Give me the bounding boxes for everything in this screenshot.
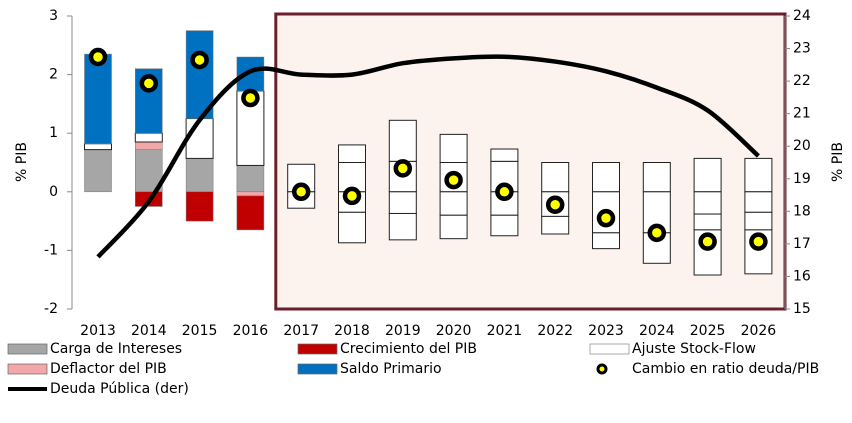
bar-segment [236, 195, 265, 231]
y-tick-label: -2 [44, 301, 58, 317]
bar-segment [236, 165, 265, 193]
y2-tick-label: 22 [793, 73, 811, 89]
y2-tick-label: 23 [793, 41, 811, 57]
x-tick-label: 2022 [537, 323, 573, 339]
ratio-dot [545, 195, 565, 214]
legend-swatch [297, 343, 338, 355]
ratio-dot [190, 50, 209, 70]
legend-label: Carga de Intereses [50, 341, 182, 357]
bar-segment [693, 191, 722, 215]
x-tick-label: 2020 [436, 323, 472, 339]
debt-line [96, 54, 760, 259]
ratio-dot [495, 182, 514, 202]
bar-segment [642, 162, 671, 193]
y2-axis-label: % PIB [830, 142, 846, 182]
y2-tick-label: 16 [793, 268, 811, 284]
legend-swatch [596, 363, 608, 375]
legend-label: Ajuste Stock-Flow [632, 341, 756, 357]
x-tick-label: 2017 [283, 323, 319, 339]
ratio-dot [241, 88, 260, 108]
bar-segment [439, 191, 468, 216]
x-tick-label: 2014 [131, 323, 167, 339]
bar-segment [439, 133, 468, 163]
bar-segment [84, 143, 112, 151]
bar-segment [592, 232, 620, 250]
bar-segment [338, 211, 366, 244]
bar-segment [693, 213, 722, 231]
bar-segment [134, 132, 163, 143]
ratio-dot [647, 223, 667, 243]
x-tick-label: 2013 [80, 323, 116, 339]
bar-segment [439, 214, 468, 240]
bar-segment [592, 162, 620, 193]
y2-tick-label: 19 [793, 171, 811, 187]
bar-segment [490, 214, 519, 237]
legend-label: Saldo Primario [340, 361, 442, 377]
x-tick-label: 2018 [334, 323, 370, 339]
x-tick-label: 2024 [639, 323, 675, 339]
bar-segment [185, 158, 214, 193]
x-tick-label: 2016 [233, 323, 269, 339]
y2-tick-label: 15 [793, 301, 811, 317]
y-tick-label: 2 [49, 67, 58, 83]
y2-tick-label: 18 [793, 203, 811, 219]
bar-segment [388, 119, 417, 162]
y-tick-label: -1 [44, 242, 58, 258]
y-tick-label: 1 [49, 125, 58, 141]
y2-tick-label: 17 [793, 236, 811, 252]
ratio-dot [749, 232, 768, 251]
x-tick-label: 2026 [741, 323, 777, 339]
bar-segment [236, 191, 265, 197]
y2-tick-label: 21 [793, 106, 811, 122]
y2-tick-label: 20 [793, 138, 811, 154]
bar-segment [236, 56, 265, 92]
bar-segment [744, 191, 773, 213]
ratio-dot [393, 159, 413, 178]
bar-segment [185, 30, 214, 119]
legend-swatch [7, 363, 48, 375]
y-tick-label: 0 [49, 184, 58, 200]
bar-segment [744, 211, 773, 231]
bar-segment [693, 157, 722, 193]
legend-label: Deflactor del PIB [50, 361, 167, 377]
bar-segment [338, 144, 366, 163]
legend-swatch [297, 363, 338, 375]
ratio-dot [444, 170, 463, 190]
x-tick-label: 2019 [385, 323, 421, 339]
bar-segment [135, 141, 163, 150]
legend-swatch [589, 343, 630, 355]
bar-segment [744, 157, 773, 193]
y2-tick-label: 24 [793, 8, 811, 24]
x-tick-label: 2025 [690, 323, 726, 339]
bar-segment [84, 53, 112, 144]
bar-segment [185, 191, 214, 222]
legend-swatch [7, 343, 48, 355]
ratio-dot [88, 47, 108, 67]
ratio-dot [596, 208, 616, 228]
bar-segment [84, 149, 112, 193]
ratio-dot [342, 186, 362, 206]
bar-segment [185, 118, 214, 159]
ratio-dot [291, 182, 311, 202]
ratio-dot [139, 74, 159, 93]
x-tick-label: 2021 [487, 323, 523, 339]
legend-label: Cambio en ratio deuda/PIB [632, 361, 819, 377]
x-tick-label: 2023 [588, 323, 624, 339]
bar-segment [490, 148, 519, 162]
legend-label: Crecimiento del PIB [340, 341, 477, 357]
legend-label: Deuda Pública (der) [50, 381, 189, 397]
y-axis-label: % PIB [14, 142, 30, 182]
bar-segment [541, 215, 570, 235]
y-tick-label: 3 [49, 8, 58, 24]
x-tick-label: 2015 [182, 323, 218, 339]
bar-segment [541, 162, 570, 193]
bar-segment [388, 191, 417, 214]
ratio-dot [698, 232, 717, 251]
bar-segment [388, 212, 417, 241]
